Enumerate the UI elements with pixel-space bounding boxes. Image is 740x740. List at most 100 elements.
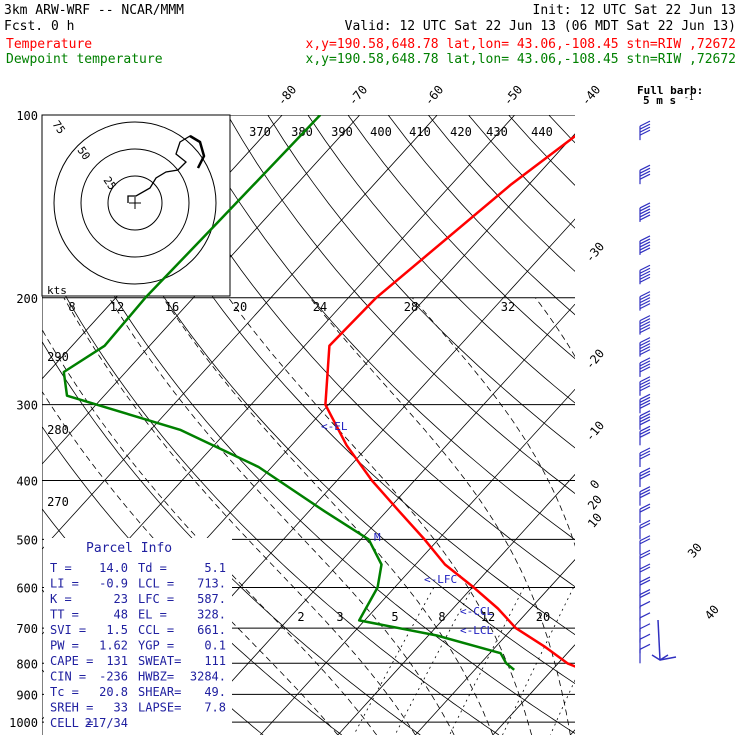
parcel-field-value: 33	[114, 701, 128, 715]
hodograph: 75 50 25	[41, 114, 231, 297]
wind-barb	[639, 410, 651, 430]
wind-barb	[639, 202, 651, 222]
parcel-field-label: SWEAT=	[138, 654, 181, 668]
hodograph-ring-label: 75	[50, 118, 68, 136]
parcel-field-label: SREH =	[50, 701, 93, 715]
mixing-ratio-line	[613, 587, 677, 735]
pressure-label-900: 900	[16, 688, 38, 702]
wind-barb	[639, 315, 651, 335]
temperature-label: -50	[501, 83, 526, 109]
moist-adiabat	[411, 297, 575, 547]
forecast-hour: Fcst. 0 h	[4, 19, 74, 34]
isotherm	[42, 115, 438, 550]
wind-barb	[639, 235, 651, 255]
parcel-field-value: 3284.	[190, 670, 226, 684]
theta-label-left: 280	[47, 423, 69, 437]
profile-series	[62, 115, 575, 671]
parcel-field-label: YGP =	[138, 639, 174, 653]
hodograph-ring	[80, 148, 190, 258]
hodograph-trace-upper	[189, 134, 206, 169]
wind-barb	[639, 633, 651, 654]
parcel-field-value: 1.62	[99, 639, 128, 653]
temperature-label: -10	[583, 418, 608, 444]
temperature-label: -60	[422, 83, 447, 109]
pressure-label-300: 300	[16, 399, 38, 413]
pressure-label-500: 500	[16, 533, 38, 547]
dry-adiabat	[42, 153, 575, 734]
parcel-field-label: Td =	[138, 561, 167, 575]
pressure-label-600: 600	[16, 581, 38, 595]
wind-barb	[639, 486, 651, 506]
isotherm	[42, 115, 360, 465]
theta-label: 370	[249, 125, 271, 139]
isotherm	[648, 115, 740, 735]
pressure-label-800: 800	[16, 657, 38, 671]
wind-barb	[639, 357, 651, 377]
hodograph-speed-tick: 20	[233, 300, 247, 314]
parcel-field-label: LCL =	[138, 577, 174, 591]
theta-label: 390	[331, 125, 353, 139]
moist-adiabat	[659, 298, 694, 735]
m-marker: M	[374, 531, 381, 544]
parcel-field-label: CIN =	[50, 670, 86, 684]
temperature-label: 30	[685, 540, 705, 560]
wind-barb	[639, 623, 651, 643]
barb-legend-exponent: -1	[684, 93, 694, 102]
theta-label-left: 270	[47, 495, 69, 509]
wind-barb	[639, 376, 651, 396]
parcel-field-label: SVI =	[50, 623, 86, 637]
dry-adiabat	[548, 115, 575, 144]
theta-label: 440	[531, 125, 553, 139]
pressure-label-100: 100	[16, 109, 38, 123]
mixing-ratio-label: 12	[481, 610, 495, 624]
parcel-field-value: 111	[204, 654, 226, 668]
dry-adiabat	[227, 115, 575, 494]
hodograph-ring	[53, 121, 217, 285]
dry-adiabat	[267, 115, 575, 449]
dry-adiabat	[508, 115, 575, 186]
pressure-label-400: 400	[16, 475, 38, 489]
hodograph-speed-tick: 8	[68, 300, 75, 314]
isotherm	[182, 303, 575, 735]
dry-adiabat	[347, 115, 575, 360]
dry-adiabat	[427, 115, 575, 272]
moist-adiabat	[228, 297, 532, 735]
parcel-field-label: Tc =	[50, 685, 79, 699]
moist-adiabat	[42, 328, 377, 735]
mixing-ratio-label: 5	[391, 610, 398, 624]
parcel-field-value: -0.9	[99, 577, 128, 591]
mixing-ratio-line	[394, 587, 473, 735]
wind-barb	[639, 576, 651, 597]
hodograph-speed-tick: 28	[404, 300, 418, 314]
mixing-ratio-line	[353, 587, 435, 735]
pressure-label-700: 700	[16, 622, 38, 636]
parcel-field-label: TT =	[50, 608, 79, 622]
temperature-label: -20	[583, 346, 608, 372]
mixing-ratio-label: 3	[336, 610, 343, 624]
hodograph-speed-tick: 24	[313, 300, 327, 314]
parcel-field-value: 1.5	[106, 623, 128, 637]
dry-adiabat	[709, 115, 740, 735]
parcel-field-label: K =	[50, 592, 72, 606]
parcel-field-value: 48	[114, 608, 128, 622]
parcel-field-value: 5.1	[204, 561, 226, 575]
isotherm	[415, 559, 575, 735]
wind-barb	[639, 264, 651, 285]
wind-barb	[639, 447, 651, 468]
parcel-field-value: 23	[114, 592, 128, 606]
moist-adiabat	[63, 297, 416, 735]
parcel-field-label: T =	[50, 561, 72, 575]
parcel-field-label: CCL =	[138, 623, 174, 637]
parcel-field-value: 0.1	[204, 639, 226, 653]
wind-barb	[639, 503, 651, 524]
isotherm	[337, 473, 575, 735]
wind-barb	[639, 291, 651, 311]
lcl-marker: <-LCL	[460, 624, 493, 637]
model-title: 3km ARW-WRF -- NCAR/MMM	[4, 3, 184, 18]
theta-label-left: 290	[47, 350, 69, 364]
temperature-label: 40	[702, 602, 722, 622]
wind-barb	[639, 467, 651, 488]
isotherm	[492, 644, 575, 735]
temperature-label: -30	[583, 240, 608, 266]
